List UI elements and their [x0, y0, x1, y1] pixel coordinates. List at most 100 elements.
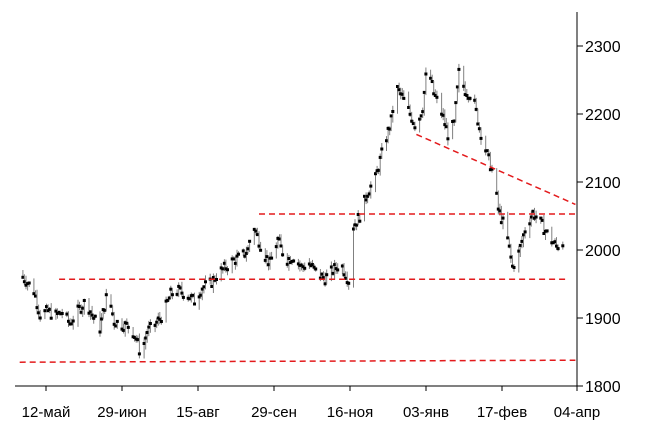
close-marker: [147, 325, 151, 329]
close-marker: [452, 119, 456, 123]
close-marker: [153, 323, 157, 327]
close-marker: [512, 266, 516, 269]
close-marker: [279, 244, 283, 248]
close-marker: [556, 247, 560, 251]
close-marker: [462, 84, 466, 88]
close-marker: [155, 320, 159, 324]
close-marker: [506, 236, 510, 240]
close-marker: [397, 88, 401, 92]
close-marker: [22, 280, 26, 284]
close-marker: [314, 267, 318, 271]
x-tick-label: 03-янв: [403, 404, 449, 421]
close-marker: [421, 110, 425, 114]
close-marker: [523, 230, 527, 234]
close-marker: [499, 221, 503, 225]
close-marker: [389, 114, 393, 118]
close-marker: [430, 80, 434, 83]
close-marker: [517, 249, 521, 253]
close-marker: [281, 253, 285, 257]
close-marker: [529, 215, 533, 219]
close-marker: [433, 94, 437, 97]
close-marker: [133, 336, 137, 339]
close-marker: [200, 287, 204, 291]
close-marker: [142, 342, 146, 345]
close-marker: [248, 239, 252, 243]
close-marker: [70, 322, 74, 326]
close-marker: [114, 324, 118, 328]
x-tick-label: 16-ноя: [327, 404, 373, 421]
close-marker: [528, 222, 532, 226]
close-marker: [136, 338, 140, 342]
close-marker: [235, 254, 239, 258]
close-marker: [542, 232, 546, 235]
close-marker: [408, 112, 412, 116]
close-marker: [484, 149, 488, 153]
close-marker: [169, 287, 173, 291]
close-marker: [188, 297, 192, 301]
close-marker: [24, 283, 28, 287]
close-marker: [336, 268, 340, 272]
close-marker: [210, 285, 214, 288]
close-marker: [451, 120, 455, 123]
close-marker: [544, 229, 547, 233]
close-marker: [112, 322, 116, 326]
x-tick-label: 15-авг: [176, 404, 220, 421]
close-marker: [79, 310, 83, 314]
close-marker: [353, 223, 357, 227]
close-marker: [252, 227, 256, 231]
y-tick-label: 2100: [585, 175, 621, 192]
close-marker: [490, 167, 494, 171]
close-marker: [352, 227, 355, 231]
close-marker: [98, 330, 102, 334]
close-marker: [57, 310, 61, 314]
close-marker: [241, 249, 245, 253]
close-marker: [399, 92, 403, 96]
close-marker: [378, 155, 382, 159]
close-marker: [465, 94, 469, 97]
close-marker: [90, 313, 94, 317]
close-marker: [377, 168, 381, 172]
x-tick-label: 29-июн: [97, 404, 147, 421]
close-marker: [466, 96, 470, 100]
close-marker: [473, 98, 477, 102]
close-marker: [476, 122, 480, 126]
axes: 1800 1900 2000 2100 2200 2300 12-май 29-июн 15-а…: [15, 12, 621, 421]
close-marker: [325, 273, 329, 277]
close-marker: [191, 293, 195, 297]
close-marker: [509, 255, 513, 259]
close-marker: [276, 236, 280, 240]
close-marker: [374, 172, 377, 176]
close-marker: [243, 254, 247, 258]
close-marker: [318, 276, 322, 280]
close-marker: [441, 113, 445, 117]
close-marker: [413, 126, 417, 130]
close-marker: [148, 322, 152, 325]
close-marker: [177, 284, 181, 288]
close-marker: [320, 272, 324, 276]
close-marker: [37, 311, 41, 315]
close-marker: [385, 139, 388, 143]
x-tick-label: 04-апр: [554, 404, 601, 421]
close-marker: [43, 309, 47, 313]
close-marker: [115, 319, 119, 323]
close-marker: [123, 321, 127, 325]
close-marker: [175, 292, 179, 296]
close-marker: [49, 316, 53, 320]
trendlines: [19, 133, 576, 363]
close-marker: [178, 286, 182, 290]
close-marker: [120, 327, 124, 331]
close-marker: [144, 336, 148, 340]
close-marker: [134, 337, 138, 341]
close-marker: [265, 255, 269, 259]
close-marker: [278, 237, 281, 241]
close-marker: [457, 67, 461, 71]
close-marker: [67, 319, 70, 323]
close-marker: [159, 320, 163, 323]
close-marker: [78, 305, 81, 308]
close-marker: [56, 312, 59, 315]
close-marker: [561, 244, 565, 248]
close-marker: [35, 306, 39, 310]
close-marker: [166, 298, 170, 302]
close-marker: [111, 312, 115, 316]
